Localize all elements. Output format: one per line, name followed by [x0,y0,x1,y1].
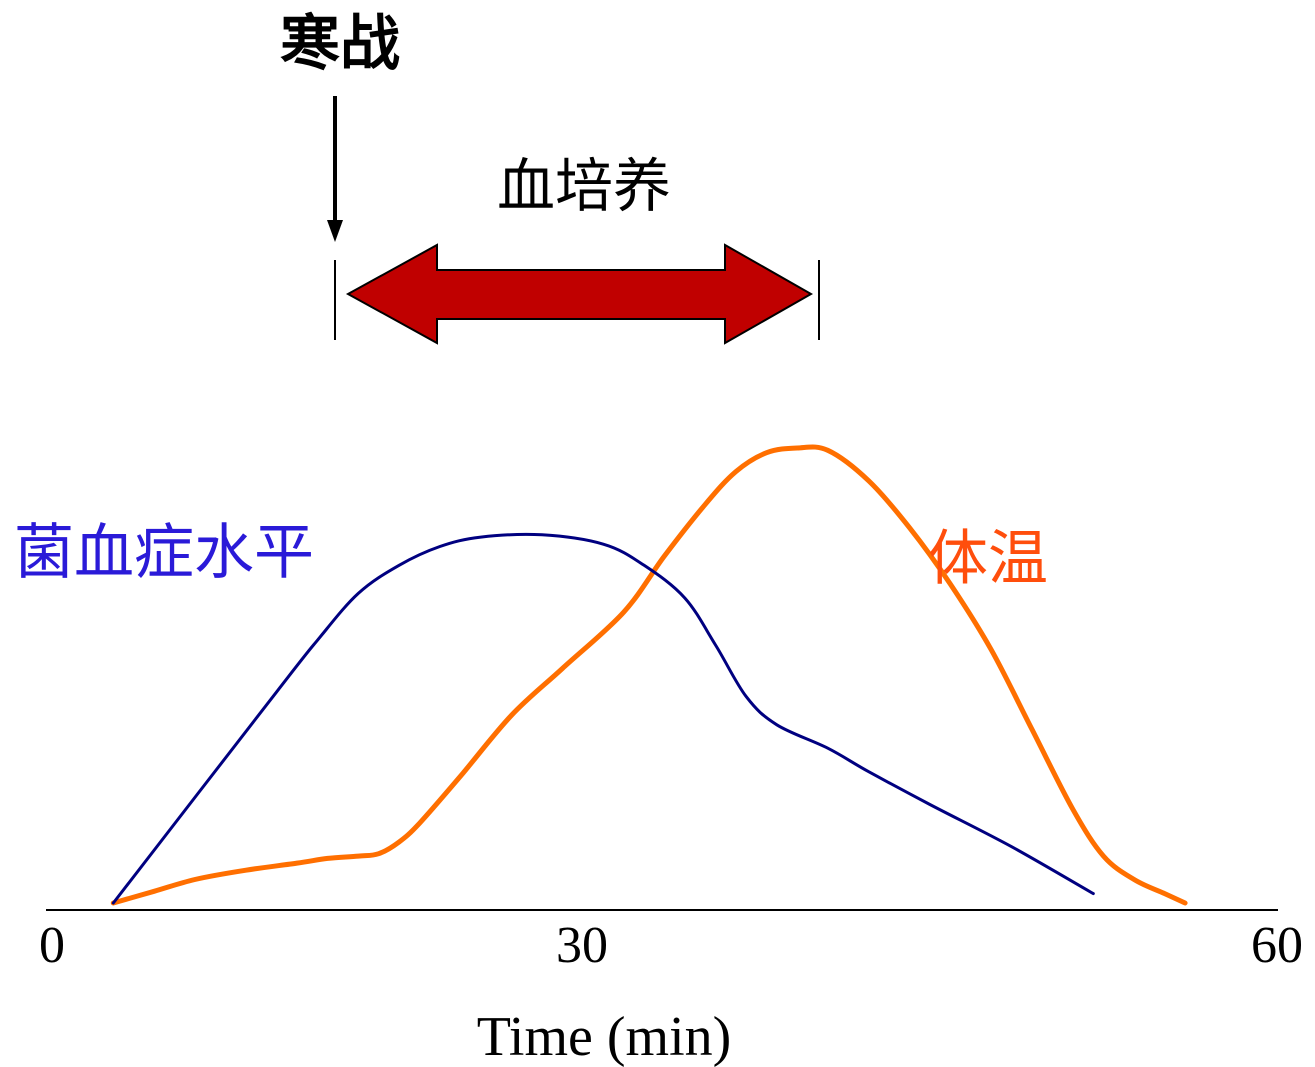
x-tick-60: 60 [1251,917,1303,974]
bacteremia-series-line [111,532,1095,905]
chills-arrow [327,96,343,242]
temperature-series-line [110,444,1188,906]
x-tick-0: 0 [39,917,65,974]
series-label-bacteremia: 菌血症水平 [14,518,314,588]
x-tick-30: 30 [556,917,608,974]
x-axis-label: Time (min) [477,1006,732,1067]
time-window [334,243,820,345]
series-label-temperature: 体温 [928,524,1048,594]
label-chills: 寒战 [280,9,400,79]
double-arrow-icon [345,243,814,345]
label-blood-culture: 血培养 [497,152,671,220]
chills-arrowhead-icon [327,220,343,242]
